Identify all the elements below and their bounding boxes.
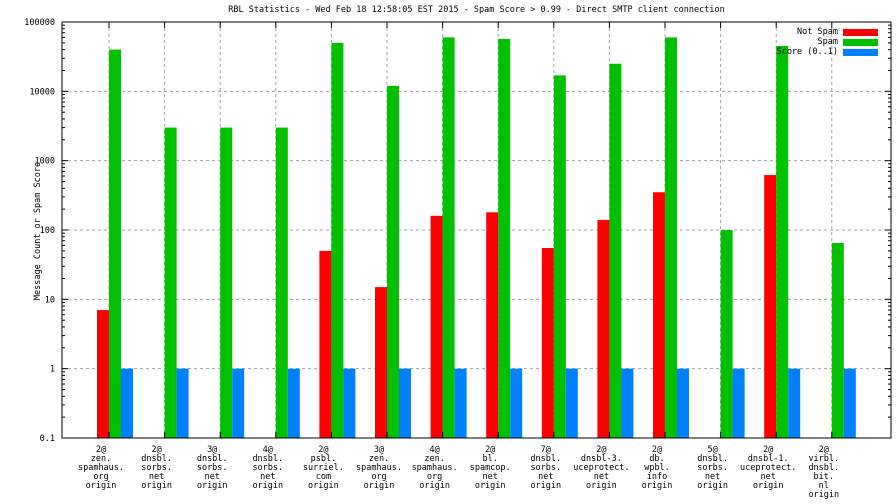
bar-score-0-1 [287, 368, 300, 438]
bar-spam [776, 46, 789, 438]
bar-not-spam [541, 248, 554, 438]
legend-swatch-spam [843, 38, 878, 46]
x-category-label: 2@ dnsbl-3. uceprotect. net origin [573, 445, 629, 491]
bar-spam [831, 242, 844, 438]
bar-not-spam [486, 212, 499, 438]
bar-score-0-1 [788, 368, 801, 438]
x-category-label: 2@ db. wpbl. info origin [642, 445, 673, 491]
bar-score-0-1 [343, 368, 356, 438]
bar-spam [331, 42, 344, 439]
bar-spam [553, 75, 566, 439]
legend: Not Spam Spam Score (0..1) [777, 27, 878, 57]
bar-score-0-1 [843, 368, 856, 438]
bar-spam [220, 127, 233, 439]
bar-score-0-1 [510, 368, 523, 438]
x-category-label: 5@ dnsbl. sorbs. net origin [697, 445, 728, 491]
bar-not-spam [764, 175, 777, 438]
x-category-label: 2@ zen. spamhaus. org origin [78, 445, 124, 491]
bar-score-0-1 [399, 368, 411, 438]
x-category-label: 4@ dnsbl. sorbs. net origin [252, 445, 283, 491]
x-category-label: 2@ dnsbl-1. uceprotect. net origin [740, 445, 796, 491]
bar-not-spam [653, 192, 665, 438]
bar-spam [109, 49, 121, 438]
y-tick-label: 1 [50, 365, 55, 375]
legend-item-not-spam: Not Spam [777, 27, 878, 37]
chart-title: RBL Statistics - Wed Feb 18 12:58:05 EST… [228, 5, 725, 15]
x-category-label: 2@ dnsbl. sorbs. net origin [141, 445, 172, 491]
x-category-label: 3@ dnsbl. sorbs. net origin [197, 445, 228, 491]
y-tick-label: 0.1 [40, 434, 55, 444]
bar-spam [442, 37, 455, 439]
bar-score-0-1 [732, 368, 745, 438]
bar-spam [387, 85, 399, 438]
legend-swatch-not-spam [843, 28, 878, 36]
bar-not-spam [319, 250, 332, 438]
y-tick-label: 100 [40, 226, 55, 236]
legend-swatch-score [843, 48, 878, 56]
y-tick-label: 100000 [24, 18, 55, 28]
y-tick-label: 1000 [35, 157, 55, 167]
bar-spam [498, 38, 511, 438]
bar-score-0-1 [454, 368, 467, 438]
y-tick-label: 10000 [29, 87, 55, 97]
x-category-label: 3@ zen. spamhaus. org origin [356, 445, 402, 491]
x-category-label: 2@ psbl. surriel. com origin [303, 445, 344, 491]
bar-not-spam [597, 219, 610, 438]
x-category-label: 2@ virbl. dnsbl. bit. nl origin [808, 445, 839, 500]
legend-label-not-spam: Not Spam [797, 27, 838, 37]
bar-spam [275, 127, 288, 439]
bar-not-spam [375, 287, 387, 438]
x-category-label: 4@ zen. spamhaus. org origin [412, 445, 458, 491]
bar-score-0-1 [677, 368, 689, 438]
legend-item-spam: Spam [777, 37, 878, 47]
x-category-label: 7@ dnsbl. sorbs. net origin [530, 445, 561, 491]
x-category-label: 2@ bl. spamcop. net origin [470, 445, 511, 491]
bar-score-0-1 [232, 368, 245, 438]
bar-not-spam [430, 215, 443, 438]
bar-spam [609, 63, 622, 438]
bar-score-0-1 [176, 368, 189, 438]
bar-spam [720, 230, 733, 438]
y-axis-label: Message Count or Spam Score [33, 161, 43, 301]
bar-score-0-1 [565, 368, 578, 438]
bar-spam [665, 37, 677, 439]
bar-not-spam [97, 310, 109, 438]
bar-score-0-1 [621, 368, 634, 438]
y-tick-label: 10 [45, 295, 55, 305]
bar-score-0-1 [121, 368, 133, 438]
legend-label-score: Score (0..1) [776, 47, 838, 57]
bar-spam [164, 127, 177, 439]
legend-item-score: Score (0..1) [777, 47, 878, 57]
legend-label-spam: Spam [817, 37, 838, 47]
